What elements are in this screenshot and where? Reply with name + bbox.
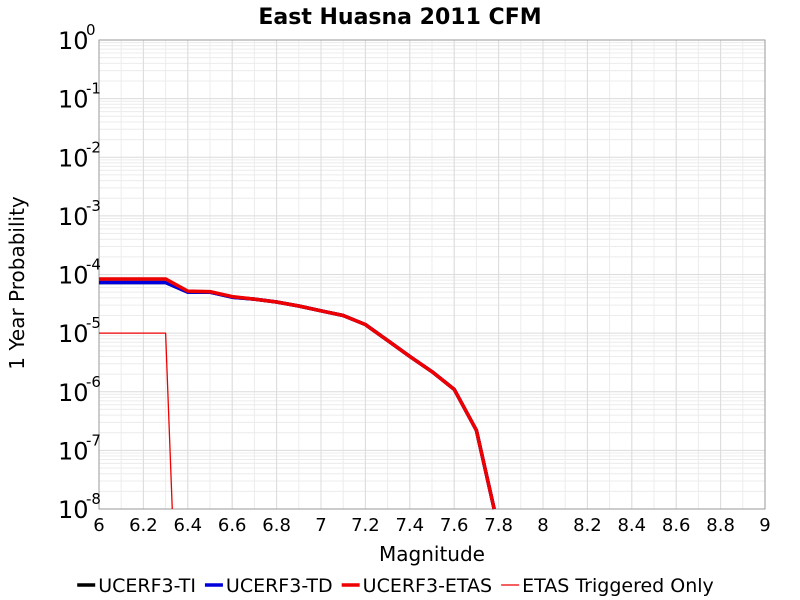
plot-area-frame (98, 39, 766, 510)
x-tick-label: 7.6 (440, 515, 469, 536)
y-tick-base: 10 (58, 262, 89, 290)
legend: UCERF3-TI UCERF3-TD UCERF3-ETAS ETAS Trigge… (77, 575, 714, 597)
series-layer (99, 277, 496, 510)
x-tick-label: 8.8 (706, 515, 735, 536)
y-tick-base: 10 (58, 437, 89, 465)
y-tick-exponent: -4 (86, 256, 101, 274)
x-tick-label: 7.2 (351, 515, 380, 536)
x-tick-label: 8 (537, 515, 548, 536)
x-tick-label: 6.2 (129, 515, 158, 536)
series-line-ucerf3-ti (99, 280, 496, 510)
y-tick-label: 10-3 (58, 197, 101, 231)
y-tick-exponent: -3 (86, 197, 101, 215)
y-tick-exponent: -6 (86, 373, 101, 391)
legend-item-ucerf3-etas: UCERF3-ETAS (341, 575, 492, 597)
y-tick-base: 10 (58, 27, 89, 55)
x-tick-labels: 6 6.2 6.4 6.6 6.8 7 7.2 7.4 7.6 7.8 8 8.2 8.4 8.6 8.8 9 (93, 515, 770, 536)
y-tick-base: 10 (58, 320, 89, 348)
x-tick-label: 6 (93, 515, 104, 536)
series-line-ucerf3-etas (99, 277, 496, 510)
legend-label: UCERF3-TD (226, 575, 333, 597)
y-tick-label: 10-4 (58, 256, 101, 290)
x-tick-label: 7.4 (395, 515, 424, 536)
y-tick-label: 10-1 (58, 80, 101, 114)
x-tick-label: 9 (759, 515, 770, 536)
legend-label: UCERF3-ETAS (363, 575, 492, 597)
x-tick-label: 6.4 (173, 515, 202, 536)
y-tick-label: 10-7 (58, 431, 101, 465)
x-tick-label: 8.2 (573, 515, 602, 536)
x-axis-label: Magnitude (379, 542, 485, 566)
y-tick-base: 10 (58, 379, 89, 407)
chart-title: East Huasna 2011 CFM (258, 5, 541, 30)
y-tick-base: 10 (58, 203, 89, 231)
y-tick-exponent: 0 (86, 21, 96, 39)
y-tick-base: 10 (58, 496, 89, 524)
x-tick-label: 8.4 (617, 515, 646, 536)
x-tick-label: 7 (315, 515, 326, 536)
y-tick-base: 10 (58, 144, 89, 172)
y-tick-exponent: -7 (86, 431, 101, 449)
series-line-ucerf3-td (99, 280, 496, 510)
y-axis-label: 1 Year Probability (5, 196, 29, 370)
legend-item-ucerf3-td: UCERF3-TD (204, 575, 333, 597)
y-tick-base: 10 (58, 86, 89, 114)
x-tick-label: 8.6 (662, 515, 691, 536)
y-tick-label: 10-8 (58, 490, 101, 524)
x-tick-label: 7.8 (484, 515, 513, 536)
y-tick-exponent: -8 (86, 490, 101, 508)
x-tick-label: 6.8 (262, 515, 291, 536)
legend-item-ucerf3-ti: UCERF3-TI (77, 575, 196, 597)
y-tick-exponent: -5 (86, 314, 101, 332)
y-tick-exponent: -1 (86, 80, 101, 98)
y-tick-label: 10-5 (58, 314, 101, 348)
x-tick-label: 6.6 (218, 515, 247, 536)
series-line-etas-triggered-only (99, 332, 173, 510)
legend-item-etas-triggered-only: ETAS Triggered Only (501, 575, 714, 597)
y-tick-label: 10-2 (58, 138, 101, 172)
y-tick-label: 10-6 (58, 373, 101, 407)
y-tick-label: 100 (58, 21, 96, 55)
legend-label: UCERF3-TI (98, 575, 196, 597)
y-tick-exponent: -2 (86, 138, 101, 156)
legend-label: ETAS Triggered Only (522, 575, 714, 597)
